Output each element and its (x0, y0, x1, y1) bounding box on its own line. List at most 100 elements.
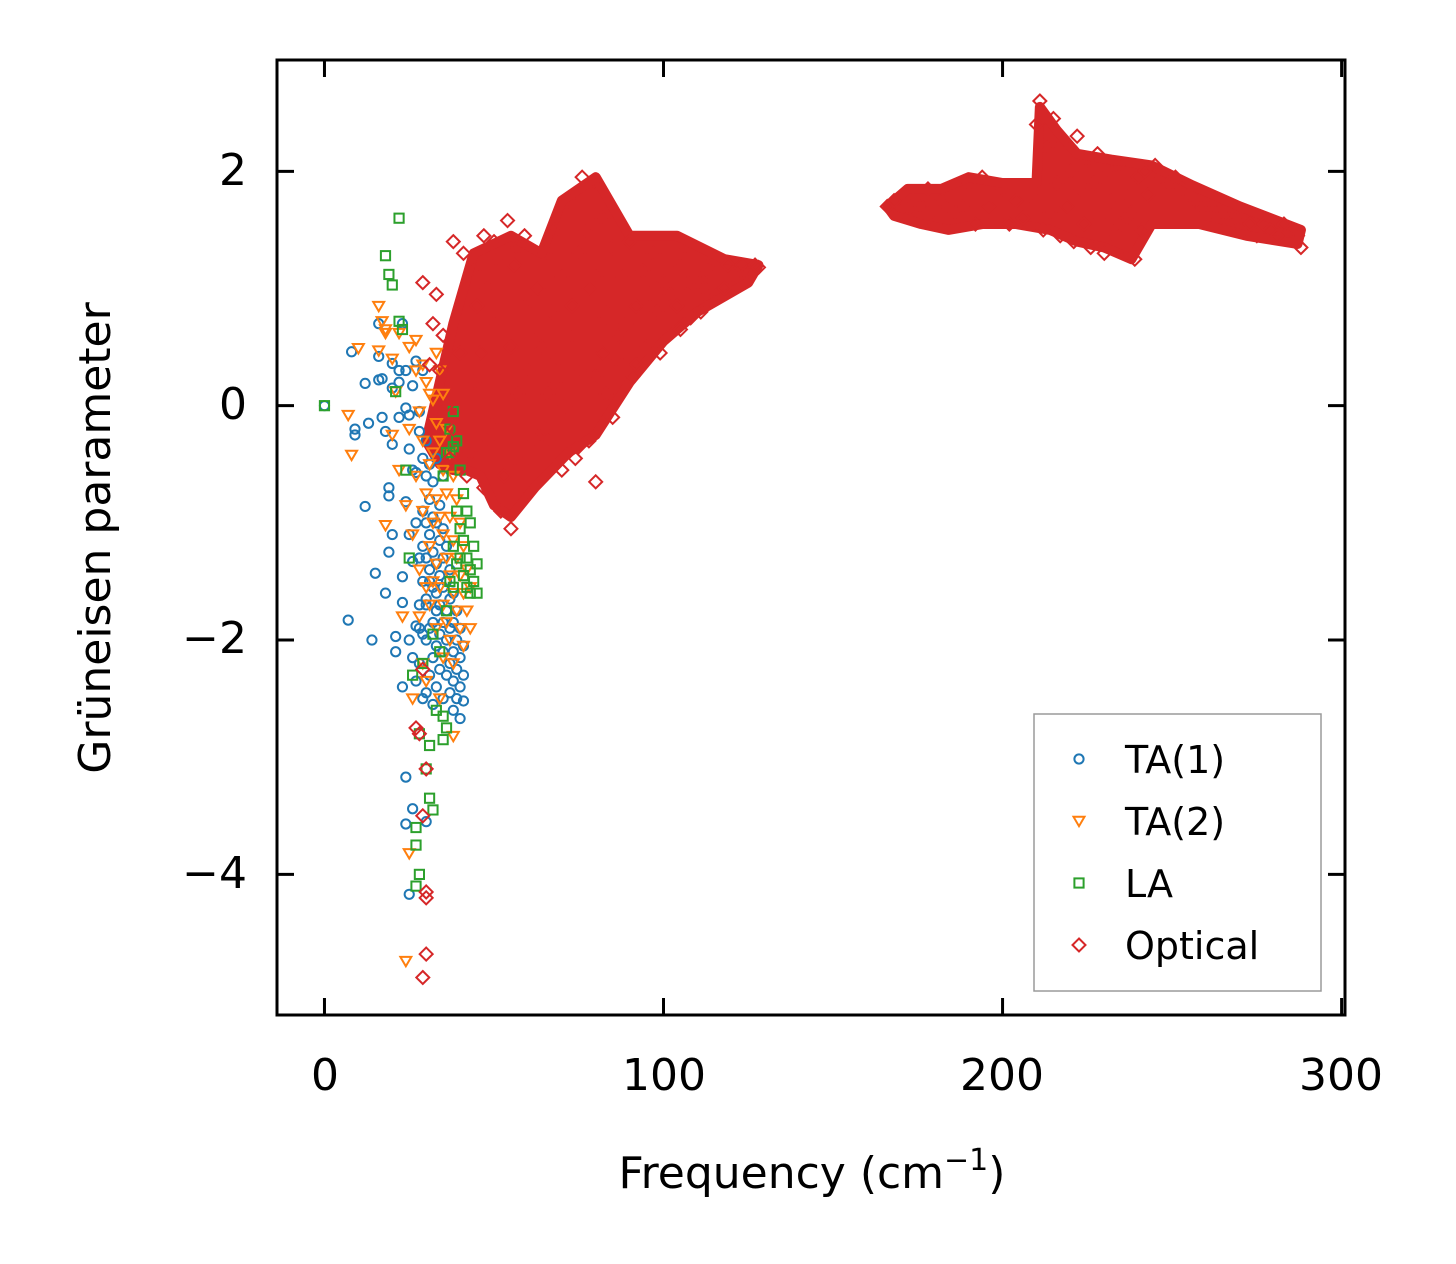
optical-dense-low (421, 172, 764, 522)
point-ta2 (456, 541, 471, 554)
point-optical (1052, 227, 1069, 244)
point-optical (1113, 216, 1130, 232)
point-ta2 (432, 365, 447, 378)
point-ta1 (407, 380, 419, 392)
point-optical (570, 438, 587, 455)
point-optical (614, 268, 631, 285)
point-optical (686, 268, 702, 285)
point-ta1 (423, 528, 436, 541)
point-optical (642, 286, 658, 303)
point-optical (411, 725, 428, 742)
x-tick-label-200: 200 (960, 1050, 1044, 1101)
point-optical (1079, 151, 1096, 168)
point-la (437, 710, 449, 722)
point-ta2 (429, 418, 444, 431)
point-optical (1194, 198, 1211, 215)
point-optical (462, 444, 479, 461)
point-optical (486, 233, 502, 250)
point-ta1 (447, 675, 459, 687)
point-ta2 (429, 558, 444, 572)
point-optical (1021, 186, 1038, 203)
point-ta1 (359, 377, 371, 390)
legend-marker-optical (1071, 937, 1087, 953)
point-optical (1242, 216, 1258, 232)
point-optical (431, 362, 448, 379)
point-optical (574, 362, 591, 379)
point-optical (621, 233, 638, 250)
point-optical (452, 345, 468, 361)
point-optical (428, 286, 445, 303)
point-ta1 (403, 443, 415, 455)
point-optical (465, 263, 482, 279)
point-optical (1116, 186, 1133, 203)
point-optical (526, 432, 543, 449)
point-optical (1126, 251, 1143, 268)
point-ta2 (422, 541, 437, 554)
point-ta1 (393, 376, 405, 388)
point-optical (665, 251, 682, 268)
point-ta1 (430, 681, 442, 693)
point-ta1 (345, 346, 358, 358)
point-ta2 (398, 955, 414, 969)
point-ta1 (349, 423, 361, 435)
point-optical (577, 221, 594, 238)
legend-markers (1071, 753, 1087, 953)
point-optical (1014, 210, 1031, 227)
point-optical (503, 520, 519, 537)
point-optical (953, 198, 970, 215)
point-ta1 (386, 528, 398, 541)
point-optical (513, 456, 530, 473)
point-la (461, 505, 473, 517)
point-optical (886, 192, 902, 209)
point-optical (553, 462, 570, 479)
point-ta2 (446, 658, 461, 671)
point-optical (482, 415, 499, 432)
point-optical (682, 309, 699, 326)
y-tick-label-2: 2 (219, 145, 247, 196)
point-ta2 (395, 611, 410, 624)
point-optical (974, 169, 991, 186)
point-optical (418, 884, 435, 900)
point-ta1 (366, 634, 378, 646)
point-optical (503, 339, 519, 356)
legend-marker-la (1073, 877, 1085, 889)
point-ta2 (425, 517, 441, 531)
point-optical (547, 374, 563, 391)
point-la (447, 441, 459, 453)
point-optical (564, 327, 580, 344)
point-optical (1035, 221, 1052, 238)
point-la (464, 517, 476, 529)
point-optical (472, 345, 489, 361)
point-ta1 (393, 364, 405, 377)
point-la (468, 540, 480, 552)
point-ta1 (427, 698, 439, 711)
point-optical (625, 368, 641, 385)
point-optical (611, 327, 628, 344)
point-ta2 (412, 611, 427, 624)
point-la (410, 821, 422, 834)
point-la (403, 552, 415, 564)
point-la (427, 804, 439, 816)
point-optical (594, 210, 611, 227)
point-optical (1109, 157, 1126, 174)
point-ta1 (420, 552, 432, 564)
point-ta2 (415, 505, 431, 519)
point-ta1 (393, 411, 405, 423)
point-ta1 (420, 593, 432, 605)
point-ta2 (412, 564, 427, 577)
point-la (427, 628, 439, 640)
point-optical (1133, 221, 1150, 238)
point-ta2 (412, 406, 427, 419)
point-ta2 (422, 388, 437, 402)
point-optical (458, 468, 475, 484)
point-ta1 (390, 646, 402, 658)
point-optical (628, 298, 645, 314)
point-la (410, 880, 422, 892)
point-optical (1042, 204, 1058, 221)
series-ta1 (318, 318, 470, 900)
point-optical (553, 268, 570, 285)
point-ta2 (442, 634, 458, 648)
point-optical (658, 327, 675, 344)
point-optical (713, 274, 730, 291)
